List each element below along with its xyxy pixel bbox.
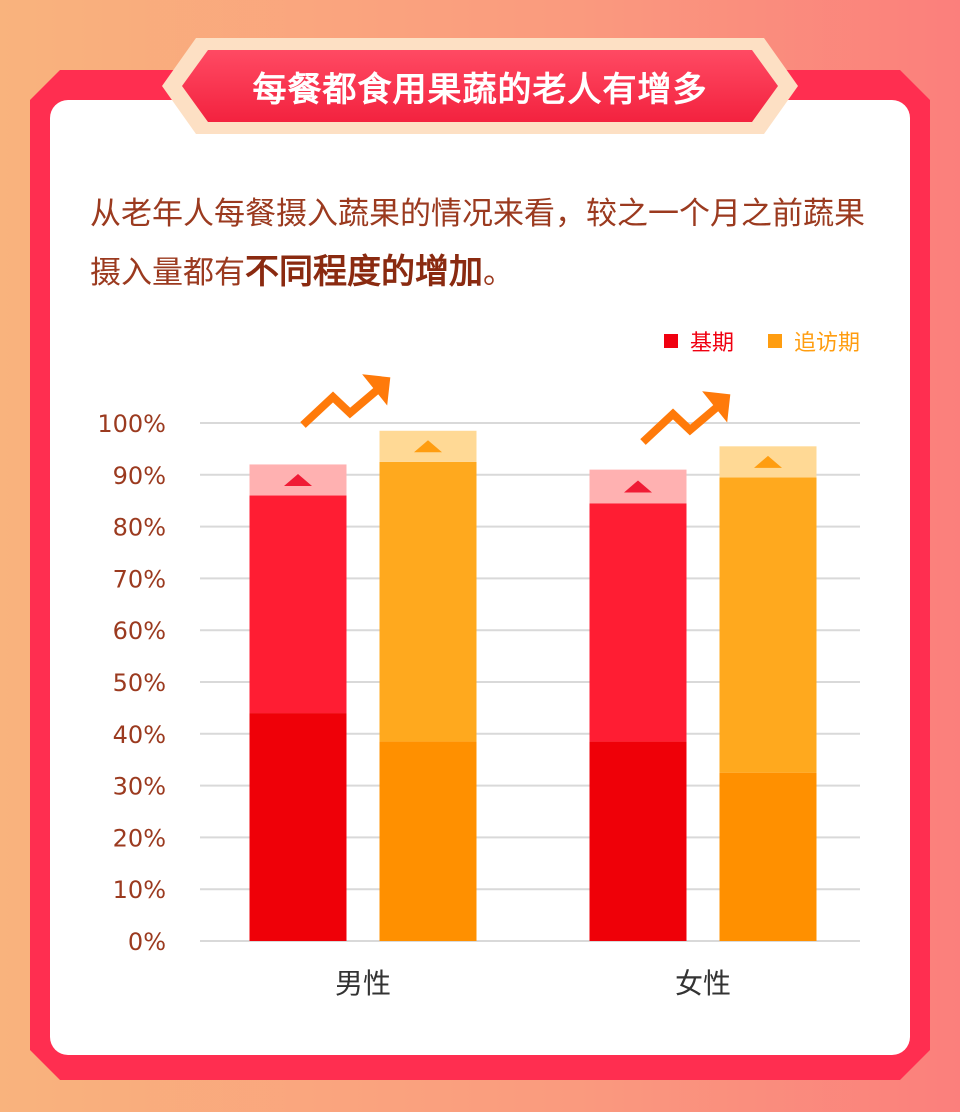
arrow-head-icon	[702, 391, 731, 423]
legend-label-baseline: 基期	[689, 331, 734, 356]
y-tick-label: 0%	[128, 928, 166, 956]
y-tick-label: 60%	[113, 617, 166, 645]
intro-end: 。	[483, 255, 514, 291]
title-banner: 每餐都食用果蔬的老人有增多	[182, 50, 778, 122]
bar-segment-lower	[719, 772, 817, 941]
bar-segment-lower	[249, 713, 347, 941]
y-tick-label: 100%	[97, 410, 166, 438]
y-tick-label: 10%	[113, 876, 166, 904]
x-category-label: 女性	[675, 967, 731, 1000]
legend-swatch-baseline	[663, 334, 678, 348]
y-tick-label: 90%	[113, 462, 166, 490]
intro-text: 从老年人每餐摄入蔬果的情况来看，较之一个月之前蔬果摄入量都有	[90, 196, 865, 291]
chart-legend: 基期 追访期	[663, 325, 860, 357]
bar-segment-upper	[379, 461, 477, 742]
bar-segment-lower	[589, 741, 687, 941]
y-tick-label: 80%	[113, 514, 166, 542]
bar-segment-lower	[379, 741, 477, 941]
y-tick-label: 50%	[113, 669, 166, 697]
x-category-label: 男性	[335, 967, 391, 1000]
legend-swatch-followup	[767, 334, 782, 348]
bar-segment-upper	[249, 495, 347, 714]
bar-segment-upper	[719, 477, 817, 773]
banner-title: 每餐都食用果蔬的老人有增多	[252, 69, 708, 110]
increase-triangle	[284, 473, 312, 486]
legend-label-followup: 追访期	[793, 331, 860, 356]
legend-item-baseline: 基期	[663, 325, 734, 357]
intro-paragraph: 从老年人每餐摄入蔬果的情况来看，较之一个月之前蔬果摄入量都有不同程度的增加。	[90, 185, 880, 302]
increase-triangle	[414, 440, 442, 453]
increase-arrow-icon	[300, 381, 386, 428]
y-tick-label: 40%	[113, 721, 166, 749]
increase-triangle	[624, 480, 652, 493]
increase-arrow-icon	[640, 398, 726, 445]
bar-segment-upper	[589, 503, 687, 742]
y-tick-label: 30%	[113, 773, 166, 801]
increase-triangle	[754, 455, 782, 468]
y-tick-label: 70%	[113, 565, 166, 593]
arrow-head-icon	[362, 374, 391, 406]
legend-item-followup: 追访期	[767, 325, 860, 357]
y-tick-label: 20%	[113, 824, 166, 852]
intro-emphasis: 不同程度的增加	[245, 252, 483, 292]
